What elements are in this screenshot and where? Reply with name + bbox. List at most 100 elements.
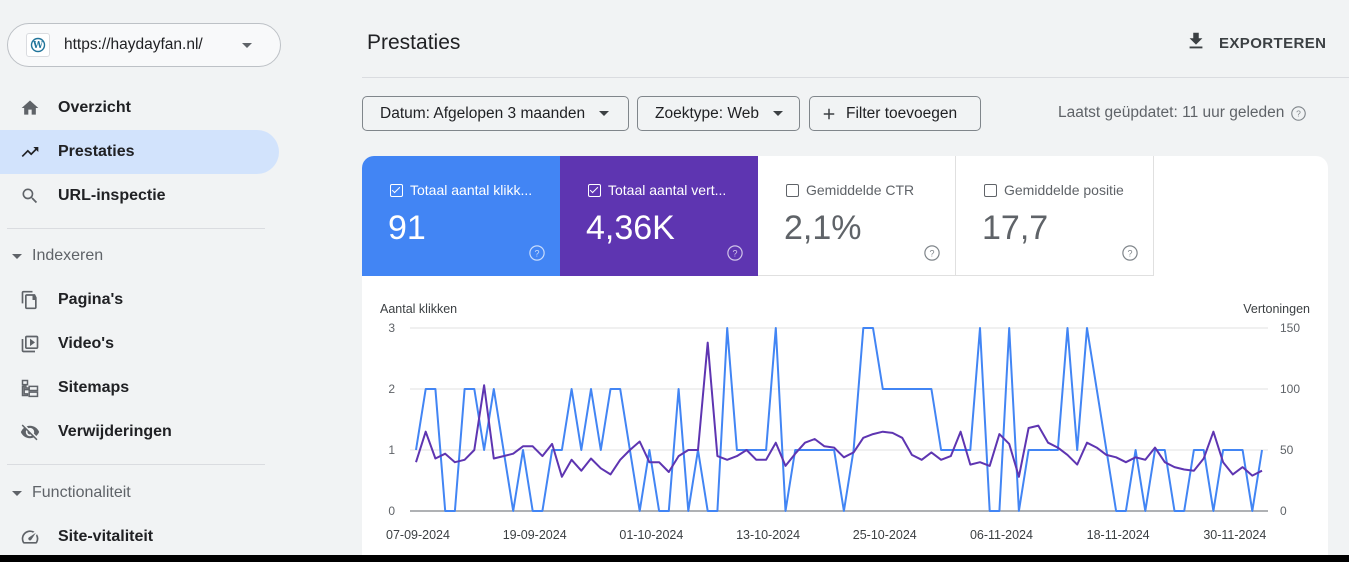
metric-label: Gemiddelde positie	[1004, 182, 1124, 198]
help-icon[interactable]: ?	[1290, 105, 1307, 122]
search-type-chip[interactable]: Zoektype: Web	[637, 96, 800, 131]
svg-text:?: ?	[1127, 248, 1132, 258]
x-tick-label: 25-10-2024	[853, 528, 917, 542]
caret-down-icon	[12, 253, 22, 259]
nav-item-sitemaps[interactable]: Sitemaps	[0, 366, 279, 410]
section-label: Indexeren	[32, 247, 104, 264]
right-tick-label: 100	[1280, 382, 1300, 396]
sidebar-divider	[7, 464, 265, 465]
checkbox-icon[interactable]	[984, 183, 997, 197]
nav-label: Video's	[58, 335, 114, 352]
pages-icon	[20, 290, 40, 310]
speed-icon	[20, 527, 40, 547]
x-tick-label: 19-09-2024	[503, 528, 567, 542]
plus-icon	[820, 105, 838, 123]
export-button[interactable]: EXPORTEREN	[1185, 30, 1326, 56]
clicks-series-line	[415, 327, 1263, 512]
nav-item-verwijderingen[interactable]: Verwijderingen	[0, 410, 279, 454]
x-tick-label: 13-10-2024	[736, 528, 800, 542]
chip-label: Datum: Afgelopen 3 maanden	[380, 104, 586, 122]
impressions-series-line	[415, 341, 1263, 478]
performance-card: Totaal aantal klikk... 91 ? Totaal aanta…	[362, 156, 1328, 562]
left-tick-label: 2	[388, 382, 395, 396]
svg-text:W: W	[32, 41, 44, 51]
help-icon[interactable]: ?	[923, 244, 941, 267]
metric-clicks[interactable]: Totaal aantal klikk... 91 ?	[362, 156, 560, 276]
x-tick-label: 18-11-2024	[1087, 528, 1150, 542]
home-icon	[20, 98, 40, 118]
export-label: EXPORTEREN	[1219, 34, 1327, 52]
last-updated: Laatst geüpdatet: 11 uur geleden ?	[1058, 104, 1307, 122]
right-tick-label: 0	[1280, 504, 1287, 518]
x-tick-label: 06-11-2024	[970, 528, 1033, 542]
help-icon[interactable]: ?	[1121, 244, 1139, 267]
caret-down-icon	[12, 490, 22, 496]
nav-label: Prestaties	[58, 143, 135, 160]
x-tick-label: 01-10-2024	[619, 528, 683, 542]
nav-item-paginas[interactable]: Pagina's	[0, 278, 279, 322]
nav-label: URL-inspectie	[58, 187, 166, 204]
nav-label: Pagina's	[58, 291, 124, 308]
chip-label: Zoektype: Web	[655, 104, 759, 122]
left-tick-label: 3	[388, 321, 395, 335]
metric-position[interactable]: Gemiddelde positie 17,7 ?	[956, 156, 1154, 276]
checkbox-icon[interactable]	[588, 183, 601, 197]
header-divider	[362, 77, 1349, 78]
right-tick-label: 50	[1280, 443, 1294, 457]
nav-label: Overzicht	[58, 99, 131, 116]
date-filter-chip[interactable]: Datum: Afgelopen 3 maanden	[362, 96, 629, 131]
x-tick-label: 30-11-2024	[1203, 528, 1266, 542]
svg-text:?: ?	[534, 248, 539, 258]
right-tick-label: 150	[1280, 321, 1300, 335]
metric-value: 91	[388, 209, 426, 247]
left-axis-title: Aantal klikken	[380, 302, 458, 316]
nav-item-site-vitaliteit[interactable]: Site-vitaliteit	[0, 515, 279, 559]
help-icon[interactable]: ?	[726, 244, 744, 267]
screen-edge	[0, 555, 1349, 562]
checkbox-icon[interactable]	[390, 183, 403, 197]
section-label: Functionaliteit	[32, 484, 131, 501]
chip-label: Filter toevoegen	[846, 104, 958, 122]
section-indexeren[interactable]: Indexeren	[0, 238, 279, 274]
help-icon[interactable]: ?	[528, 244, 546, 267]
metric-label: Gemiddelde CTR	[806, 182, 915, 198]
svg-text:?: ?	[732, 248, 737, 258]
metric-value: 4,36K	[586, 209, 675, 247]
section-functionaliteit[interactable]: Functionaliteit	[0, 475, 279, 511]
video-icon	[20, 334, 40, 354]
nav-item-videos[interactable]: Video's	[0, 322, 279, 366]
nav-label: Verwijderingen	[58, 423, 172, 440]
trending-up-icon	[20, 142, 40, 162]
nav-label: Site-vitaliteit	[58, 528, 154, 545]
nav-item-prestaties[interactable]: Prestaties	[0, 130, 279, 174]
property-url: https://haydayfan.nl/	[64, 36, 203, 53]
download-icon	[1185, 30, 1207, 57]
x-tick-label: 07-09-2024	[386, 528, 450, 542]
last-updated-text: Laatst geüpdatet: 11 uur geleden	[1058, 104, 1285, 121]
chevron-down-icon	[599, 111, 610, 116]
sitemap-icon	[20, 378, 40, 398]
chevron-down-icon	[242, 43, 252, 48]
chevron-down-icon	[772, 111, 783, 116]
checkbox-icon[interactable]	[786, 183, 799, 197]
nav-item-url-inspectie[interactable]: URL-inspectie	[0, 174, 279, 218]
svg-text:?: ?	[929, 248, 934, 258]
wordpress-icon: W	[26, 33, 50, 57]
sidebar-divider	[7, 228, 265, 229]
metric-label: Totaal aantal vert...	[608, 182, 727, 198]
sidebar: W https://haydayfan.nl/ Overzicht Presta…	[0, 0, 290, 562]
add-filter-button[interactable]: Filter toevoegen	[809, 96, 981, 131]
metric-value: 17,7	[982, 209, 1049, 247]
page-title: Prestaties	[367, 31, 461, 54]
metric-label: Totaal aantal klikk...	[410, 182, 533, 198]
left-tick-label: 1	[388, 443, 395, 457]
nav-item-overzicht[interactable]: Overzicht	[0, 86, 279, 130]
right-axis-title: Vertoningen	[1243, 302, 1310, 316]
metric-impressions[interactable]: Totaal aantal vert... 4,36K ?	[560, 156, 758, 276]
search-icon	[20, 186, 40, 206]
left-tick-label: 0	[388, 504, 395, 518]
metric-ctr[interactable]: Gemiddelde CTR 2,1% ?	[758, 156, 956, 276]
visibility-off-icon	[20, 422, 40, 442]
property-selector[interactable]: W https://haydayfan.nl/	[7, 23, 281, 67]
